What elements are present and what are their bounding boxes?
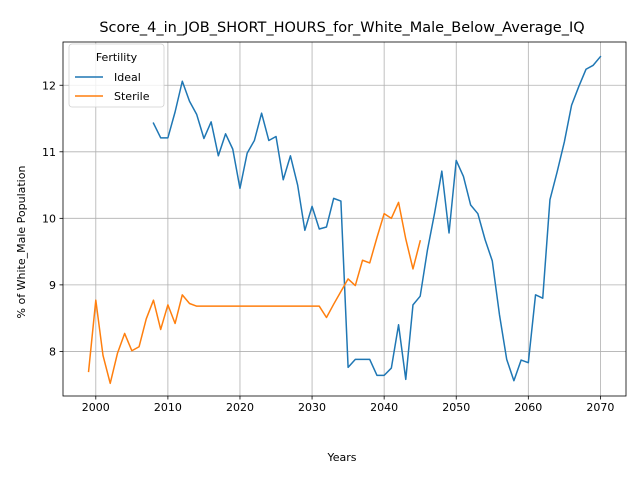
x-tick-label: 2050 — [442, 401, 470, 414]
x-tick-label: 2070 — [586, 401, 614, 414]
x-tick-label: 2060 — [514, 401, 542, 414]
y-tick-label: 8 — [49, 345, 56, 358]
legend-label-sterile: Sterile — [114, 90, 150, 103]
series-line-ideal — [152, 55, 602, 382]
chart-title: Score_4_in_JOB_SHORT_HOURS_for_White_Mal… — [99, 20, 584, 36]
x-axis-ticks: 2000 2010 2020 2030 2040 2050 2060 2070 — [82, 396, 614, 414]
legend-title: Fertility — [96, 51, 138, 64]
x-tick-label: 2000 — [82, 401, 110, 414]
series-line-sterile — [87, 201, 422, 385]
y-tick-label: 11 — [42, 146, 56, 159]
plot-frame — [62, 41, 627, 397]
y-axis-ticks: 8 9 10 11 12 — [42, 79, 63, 358]
legend-label-ideal: Ideal — [114, 71, 141, 84]
y-tick-label: 9 — [49, 279, 56, 292]
x-tick-label: 2030 — [298, 401, 326, 414]
y-tick-label: 12 — [42, 79, 56, 92]
y-tick-label: 10 — [42, 212, 56, 225]
x-tick-label: 2020 — [226, 401, 254, 414]
x-tick-label: 2040 — [370, 401, 398, 414]
x-axis-label: Years — [326, 451, 356, 464]
y-axis-label: % of White_Male Population — [15, 166, 28, 319]
series-lines — [87, 55, 602, 385]
legend: Fertility Ideal Sterile — [68, 43, 165, 108]
legend-box — [68, 43, 165, 108]
x-tick-label: 2010 — [154, 401, 182, 414]
